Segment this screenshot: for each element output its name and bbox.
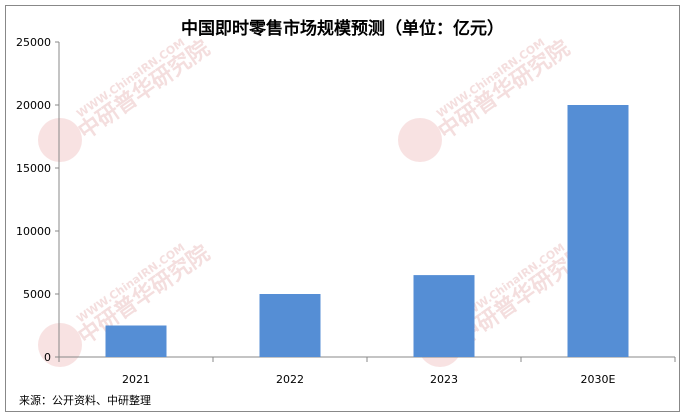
bar-2023 [413, 275, 475, 357]
bar-2022 [259, 294, 321, 357]
watermark-logo [38, 118, 82, 162]
x-tick-label: 2021 [122, 373, 150, 386]
y-tick-label: 10000 [16, 225, 51, 238]
watermark-logo [398, 118, 442, 162]
y-tick-label: 15000 [16, 162, 51, 175]
chart-frame [5, 5, 680, 412]
watermark-text: 中研普华研究院 [74, 35, 215, 145]
chart-title: 中国即时零售市场规模预测（单位：亿元） [181, 19, 504, 39]
y-tick-label: 5000 [23, 288, 51, 301]
y-tick-label: 25000 [16, 36, 51, 49]
x-tick-label: 2023 [430, 373, 458, 386]
source-note: 来源：公开资料、中研整理 [19, 394, 151, 407]
x-tick-label: 2030E [581, 373, 616, 386]
x-tick-label: 2022 [276, 373, 304, 386]
bar-2030E [567, 105, 629, 357]
y-tick-label: 20000 [16, 99, 51, 112]
bar-2021 [105, 325, 167, 357]
watermark-text: 中研普华研究院 [434, 35, 575, 145]
y-tick-label: 0 [44, 351, 51, 364]
watermark-logo [38, 323, 82, 367]
